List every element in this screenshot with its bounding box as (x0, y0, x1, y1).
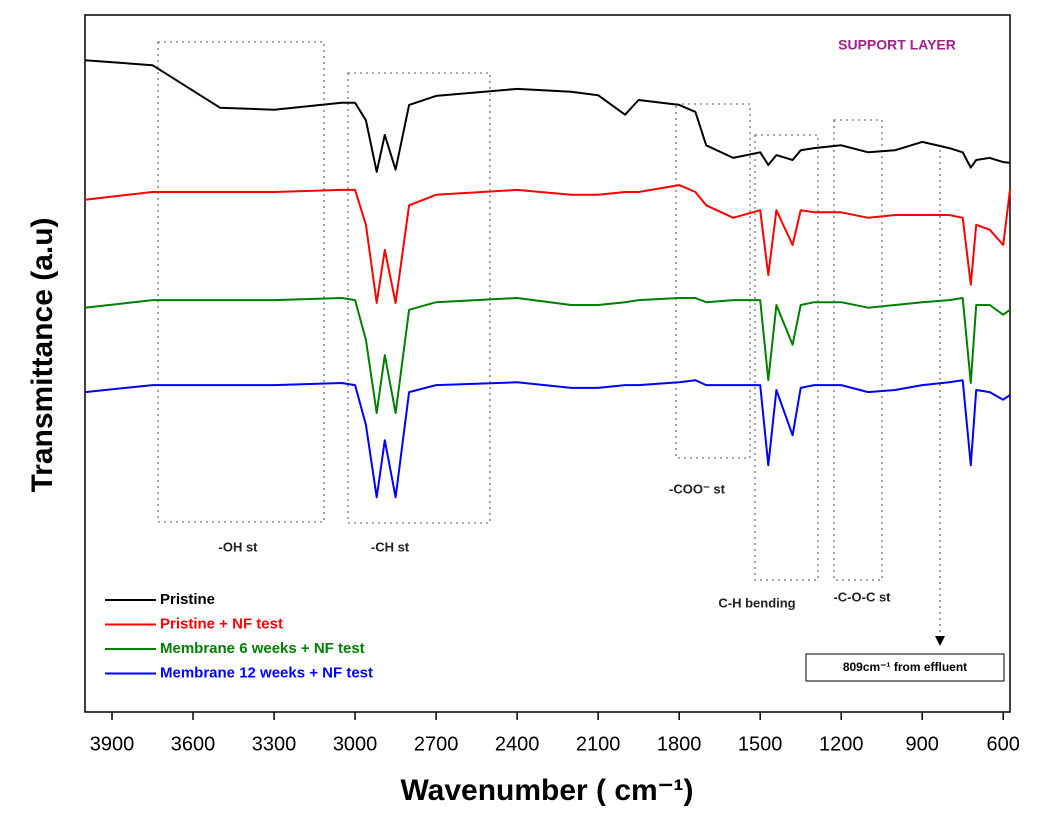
coc-box (833, 119, 883, 581)
series-line (84, 379, 1011, 499)
legend-label: Membrane 12 weeks + NF test (160, 664, 373, 681)
legend-label: Pristine (160, 591, 215, 608)
arrow-head (935, 636, 945, 646)
x-tick-label: 2700 (414, 733, 459, 755)
x-tick-label: 3600 (171, 733, 216, 755)
x-tick-label: 2100 (576, 733, 621, 755)
plot-frame (84, 14, 1011, 713)
x-tick-label: 3900 (90, 733, 135, 755)
annotation: -C-O-C st (833, 589, 891, 604)
x-tick-label: 3000 (333, 733, 378, 755)
legend-label: Pristine + NF test (160, 615, 283, 632)
ch-bend-box (754, 134, 819, 581)
series-line (84, 297, 1011, 414)
x-tick-label: 900 (906, 733, 939, 755)
annotation: -OH st (219, 539, 259, 554)
ch-box (347, 72, 491, 524)
annotation: -CH st (371, 539, 410, 554)
coo-box (675, 103, 751, 459)
x-tick-label: 3300 (252, 733, 297, 755)
annotation-boxes (157, 41, 1005, 682)
x-tick-label: 1500 (738, 733, 783, 755)
annotation: 809cm⁻¹ from effluent (843, 660, 967, 674)
x-tick-label: 600 (987, 733, 1020, 755)
annotation: SUPPORT LAYER (838, 37, 956, 53)
annotation: C-H bending (718, 595, 795, 610)
x-tick-label: 1800 (657, 733, 702, 755)
legend-label: Membrane 6 weeks + NF test (160, 640, 365, 657)
note-box (805, 653, 1005, 682)
annotation: -COO⁻ st (669, 481, 726, 496)
x-tick-label: 1200 (819, 733, 864, 755)
oh-box (157, 41, 325, 523)
series-line (84, 59, 1011, 173)
series-line (84, 184, 1011, 304)
x-axis-title: Wavenumber ( cm⁻¹) (400, 774, 693, 807)
x-tick-label: 2400 (495, 733, 540, 755)
y-axis-title: Transmittance (a.u) (26, 217, 59, 492)
